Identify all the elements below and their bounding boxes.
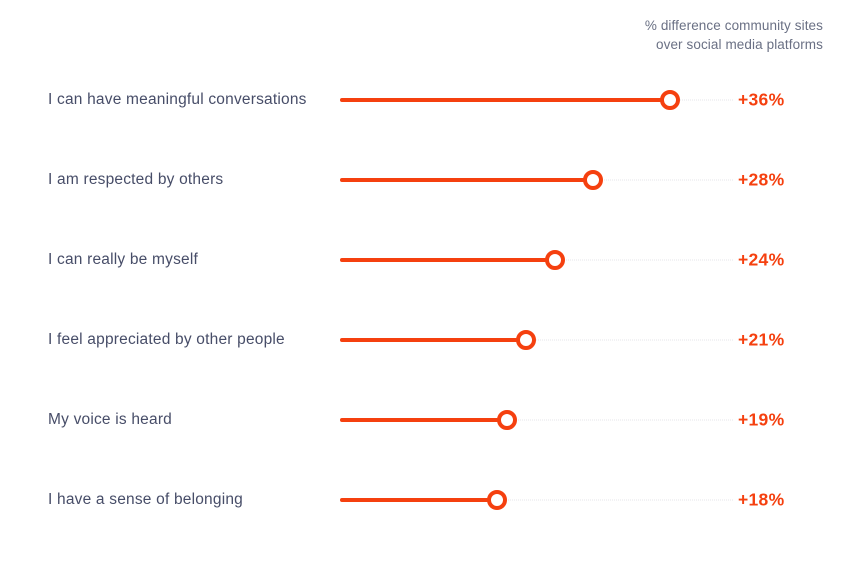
chart-row: My voice is heard +19% <box>0 380 863 460</box>
row-track <box>340 300 733 380</box>
lollipop-marker-icon <box>583 170 604 190</box>
lollipop-marker-icon <box>486 490 507 510</box>
category-label: My voice is heard <box>48 411 173 428</box>
value-label: +24% <box>738 249 785 270</box>
chart-row: I have a sense of belonging +18% <box>0 460 863 540</box>
row-track <box>340 380 733 460</box>
chart-subtitle-line1: % difference community sites <box>644 18 823 33</box>
lollipop-stem <box>340 178 586 182</box>
lollipop-stem <box>340 338 518 342</box>
category-label: I have a sense of belonging <box>48 491 243 508</box>
category-label: I can have meaningful conversations <box>48 91 307 108</box>
row-track <box>340 140 733 220</box>
lollipop-marker-icon <box>544 250 565 270</box>
lollipop-marker-icon <box>515 330 536 350</box>
chart-row: I can have meaningful conversations +36% <box>0 60 863 140</box>
value-label: +18% <box>738 489 785 510</box>
lollipop-marker-icon <box>496 410 517 430</box>
chart-subtitle: % difference community sites over social… <box>645 16 823 54</box>
chart-row: I am respected by others +28% <box>0 140 863 220</box>
chart-row: I feel appreciated by other people +21% <box>0 300 863 380</box>
track-baseline <box>340 339 733 341</box>
row-track <box>340 60 733 140</box>
value-label: +28% <box>738 169 785 190</box>
category-label: I can really be myself <box>48 251 198 268</box>
lollipop-stem <box>340 258 547 262</box>
chart-row: I can really be myself +24% <box>0 220 863 300</box>
track-baseline <box>340 499 733 501</box>
category-label: I feel appreciated by other people <box>48 331 285 348</box>
lollipop-marker-icon <box>659 90 680 110</box>
track-baseline <box>340 419 733 421</box>
lollipop-stem <box>340 98 662 102</box>
chart-subtitle-line2: over social media platforms <box>655 37 823 52</box>
row-track <box>340 460 733 540</box>
row-track <box>340 220 733 300</box>
lollipop-stem <box>340 418 499 422</box>
value-label: +19% <box>738 409 785 430</box>
value-label: +21% <box>738 329 785 350</box>
value-label: +36% <box>738 89 785 110</box>
lollipop-stem <box>340 498 489 502</box>
category-label: I am respected by others <box>48 171 224 188</box>
